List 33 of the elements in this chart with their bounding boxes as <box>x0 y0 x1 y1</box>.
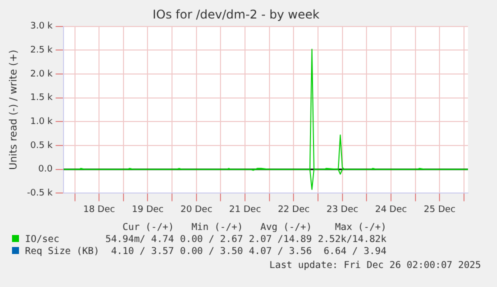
x-tick-label: 24 Dec <box>375 204 407 215</box>
text: Min (-/+) <box>190 222 244 234</box>
chart-title: IOs for /dev/dm-2 - by week <box>152 7 320 22</box>
y-tick-label: 0.5 k <box>30 140 54 151</box>
text: 2.07 /14.89 <box>248 234 313 246</box>
text: Avg (-/+) <box>259 222 313 234</box>
text: 6.64 / 3.94 <box>322 246 388 258</box>
y-tick-label: 1.5 k <box>30 93 54 104</box>
x-tick-label: 23 Dec <box>326 204 358 215</box>
text: Cur (-/+) <box>122 222 175 234</box>
y-tick-label: 1.0 k <box>30 117 54 128</box>
y-axis-title: Units read (-) / write (+) <box>8 50 20 170</box>
x-tick-label: 25 Dec <box>424 204 456 215</box>
x-tick-label: 22 Dec <box>278 204 310 215</box>
x-tick-label: 18 Dec <box>83 204 116 215</box>
text: 4.07 / 3.56 <box>248 246 313 258</box>
text: Last update: Fri Dec 26 02:00:07 2025 <box>269 260 481 271</box>
legend-label: IO/sec <box>24 234 60 246</box>
text: 54.94m/ 4.74 <box>105 234 175 246</box>
legend-label: Req Size (KB) <box>24 246 100 258</box>
text: 4.10 / 3.57 <box>110 246 175 258</box>
text: 0.00 / 3.50 <box>180 246 244 258</box>
y-tick-label: 3.0 k <box>30 22 54 32</box>
y-tick-label: -0.5 k <box>26 188 54 199</box>
y-tick-label: 0.0 <box>38 164 53 175</box>
text: Max (-/+) <box>334 222 388 234</box>
x-tick-label: 20 Dec <box>180 204 212 215</box>
x-tick-label: 19 Dec <box>132 204 164 215</box>
y-tick-label: 2.0 k <box>30 69 54 80</box>
x-tick-label: 21 Dec <box>229 204 261 215</box>
text: 0.00 / 2.67 <box>180 234 244 246</box>
text: 2.52k/14.82k <box>318 234 388 246</box>
y-tick-label: 2.5 k <box>30 46 54 56</box>
